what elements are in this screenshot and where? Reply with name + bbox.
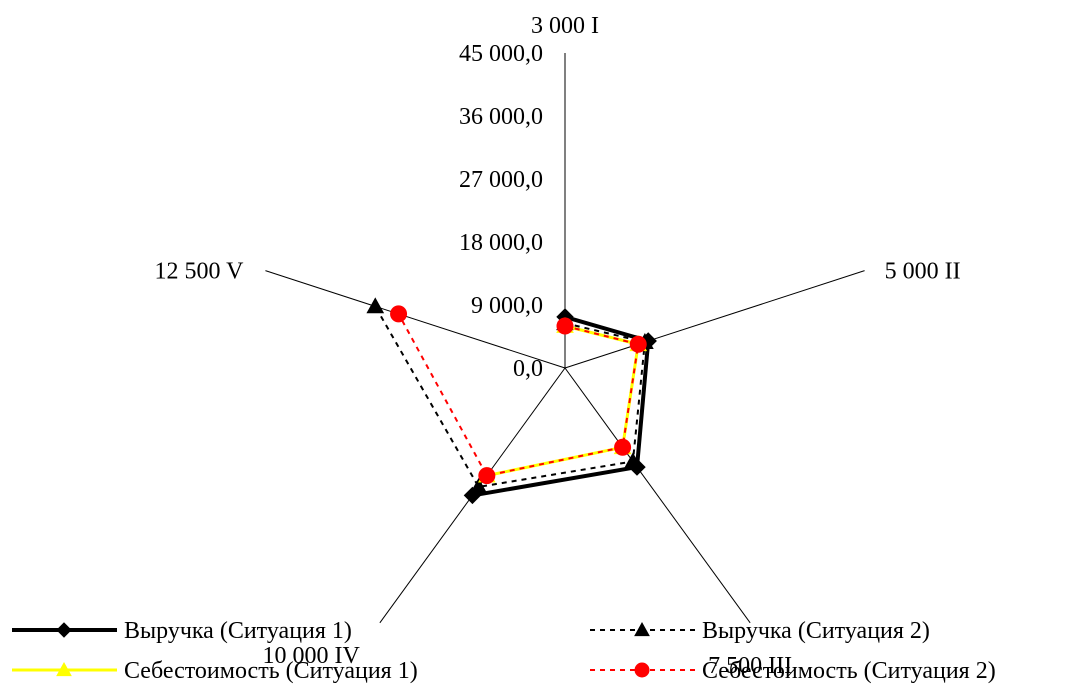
axis-spoke (564, 367, 751, 624)
series-4 (390, 305, 647, 485)
series-line (374, 305, 646, 488)
axis-spoke (265, 270, 566, 369)
data-point-marker (478, 467, 496, 485)
tick-label: 9 000,0 (471, 293, 543, 319)
tick-label: 0,0 (513, 356, 543, 382)
data-point-marker (390, 305, 408, 323)
category-label: 10 000 IV (263, 643, 361, 669)
axis-spoke (564, 270, 865, 369)
legend: Выручка (Ситуация 1) Выручка (Ситуация 2)… (12, 618, 996, 684)
legend-item: Выручка (Ситуация 2) (590, 618, 930, 644)
category-labels: 3 000 I 5 000 II 7 500 III 10 000 IV 12 500 … (155, 13, 961, 679)
legend-label: Себестоимость (Ситуация 1) (124, 658, 418, 684)
data-point-marker (469, 477, 488, 494)
radar-axes (265, 53, 865, 624)
series-group (366, 297, 657, 505)
data-point-marker (614, 438, 632, 456)
category-label: 12 500 V (155, 259, 245, 285)
category-label: 3 000 I (531, 13, 599, 39)
legend-marker (634, 621, 650, 637)
tick-label: 27 000,0 (459, 167, 543, 193)
legend-item: Выручка (Ситуация 1) (12, 618, 352, 644)
data-point-marker (556, 317, 574, 335)
legend-marker (56, 622, 72, 638)
legend-label: Себестоимость (Ситуация 2) (702, 658, 996, 684)
tick-label: 36 000,0 (459, 104, 543, 130)
legend-label: Выручка (Ситуация 1) (124, 618, 352, 644)
data-point-marker (366, 297, 385, 314)
radial-tick-labels: 0,0 9 000,0 18 000,0 27 000,0 36 000,0 45 000… (459, 41, 543, 382)
legend-marker (56, 661, 72, 677)
data-point-marker (629, 335, 647, 353)
category-label: 5 000 II (885, 259, 961, 285)
category-label: 7 500 III (708, 653, 792, 679)
legend-label: Выручка (Ситуация 2) (702, 618, 930, 644)
tick-label: 18 000,0 (459, 230, 543, 256)
tick-label: 45 000,0 (459, 41, 543, 67)
series-3 (477, 316, 648, 483)
series-2 (366, 297, 654, 494)
data-point-marker (624, 452, 642, 469)
legend-item: Себестоимость (Ситуация 2) (590, 658, 996, 684)
series-line (486, 324, 640, 478)
legend-marker (634, 662, 650, 678)
series-line (472, 314, 651, 498)
legend-item: Себестоимость (Ситуация 1) (12, 658, 418, 684)
series-line (397, 313, 640, 477)
